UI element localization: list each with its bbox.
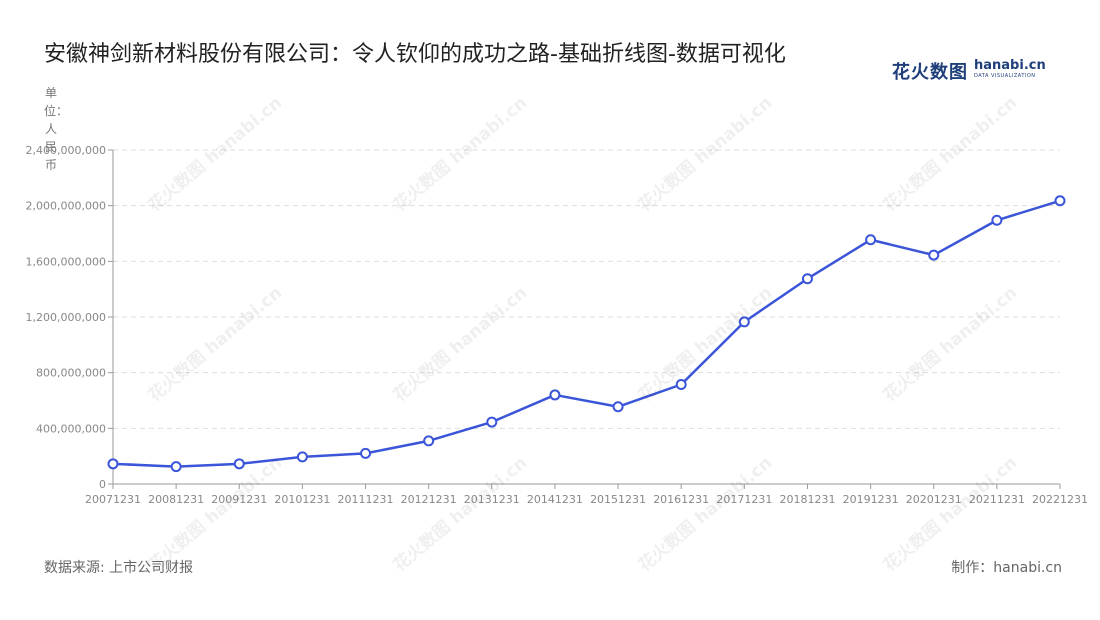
y-tick-label: 2,400,000,000 (26, 144, 106, 157)
data-point[interactable] (170, 461, 182, 473)
grid-lines (113, 149, 1060, 429)
x-tick-label: 20181231 (779, 493, 835, 506)
y-tick-labels: 0 400,000,000 800,000,000 1,200,000,000 1,60… (26, 144, 106, 491)
data-point[interactable] (423, 435, 435, 447)
data-point[interactable] (991, 214, 1003, 226)
brand-logo-en-main: hanabi.cn (974, 58, 1046, 73)
data-point[interactable] (360, 447, 372, 459)
y-tick-label: 400,000,000 (36, 422, 106, 435)
data-point[interactable] (928, 249, 940, 261)
x-tick-labels: 20071231 20081231 20091231 20101231 20111231… (85, 493, 1088, 506)
data-point[interactable] (801, 273, 813, 285)
x-tick-label: 20131231 (464, 493, 520, 506)
x-tick-label: 20151231 (590, 493, 646, 506)
chart-title: 安徽神剑新材料股份有限公司：令人钦仰的成功之路-基础折线图-数据可视化 (44, 42, 786, 67)
data-point[interactable] (549, 389, 561, 401)
data-point[interactable] (486, 416, 498, 428)
x-tick-label: 20091231 (211, 493, 267, 506)
x-tick-label: 20071231 (85, 493, 141, 506)
credit: 制作：hanabi.cn (951, 560, 1062, 576)
data-point[interactable] (675, 378, 687, 390)
data-point[interactable] (865, 234, 877, 246)
y-tick-label: 0 (99, 478, 106, 491)
x-tick-label: 20201231 (906, 493, 962, 506)
brand-logo-cn: 花火数图 (892, 62, 968, 83)
data-source: 数据来源: 上市公司财报 (44, 560, 194, 576)
brand-logo-en: hanabi.cn DATA VISUALIZATION (974, 58, 1046, 82)
brand-logo: 花火数图 hanabi.cn DATA VISUALIZATION (892, 58, 1046, 84)
x-tick-label: 20171231 (716, 493, 772, 506)
data-point[interactable] (107, 458, 119, 470)
data-point[interactable] (738, 316, 750, 328)
y-tick-label: 1,200,000,000 (26, 311, 106, 324)
x-tick-label: 20211231 (969, 493, 1025, 506)
x-tick-label: 20221231 (1032, 493, 1088, 506)
x-tick-label: 20111231 (338, 493, 394, 506)
data-point[interactable] (1054, 195, 1066, 207)
x-tick-label: 20101231 (274, 493, 330, 506)
x-tick-label: 20161231 (653, 493, 709, 506)
brand-logo-en-sub: DATA VISUALIZATION (974, 73, 1036, 79)
data-points (107, 195, 1066, 473)
data-point[interactable] (233, 458, 245, 470)
x-tick-label: 20121231 (401, 493, 457, 506)
series-line (112, 199, 1061, 468)
axes (108, 149, 1061, 489)
data-point[interactable] (612, 401, 624, 413)
y-tick-label: 800,000,000 (36, 367, 106, 380)
x-tick-label: 20081231 (148, 493, 204, 506)
x-tick-label: 20191231 (843, 493, 899, 506)
x-tick-label: 20141231 (527, 493, 583, 506)
y-tick-label: 2,000,000,000 (26, 200, 106, 213)
y-tick-label: 1,600,000,000 (26, 255, 106, 268)
data-point[interactable] (296, 451, 308, 463)
